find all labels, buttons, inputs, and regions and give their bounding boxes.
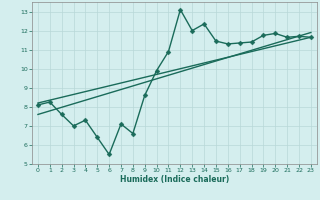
X-axis label: Humidex (Indice chaleur): Humidex (Indice chaleur) (120, 175, 229, 184)
